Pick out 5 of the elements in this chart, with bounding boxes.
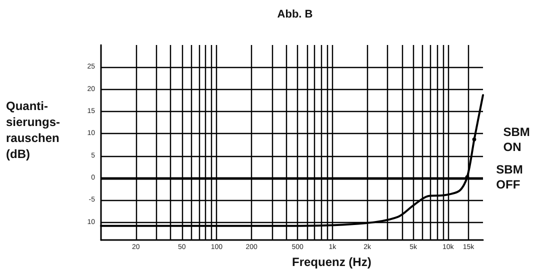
annotation: SBM OFF [496, 162, 526, 192]
annotation: SBM ON [503, 124, 534, 154]
x-axis-title: Frequenz (Hz) [292, 255, 372, 269]
y-axis-title: Quanti- sierungs- rauschen (dB) [6, 99, 60, 161]
chart-title: Abb. B [277, 8, 313, 20]
